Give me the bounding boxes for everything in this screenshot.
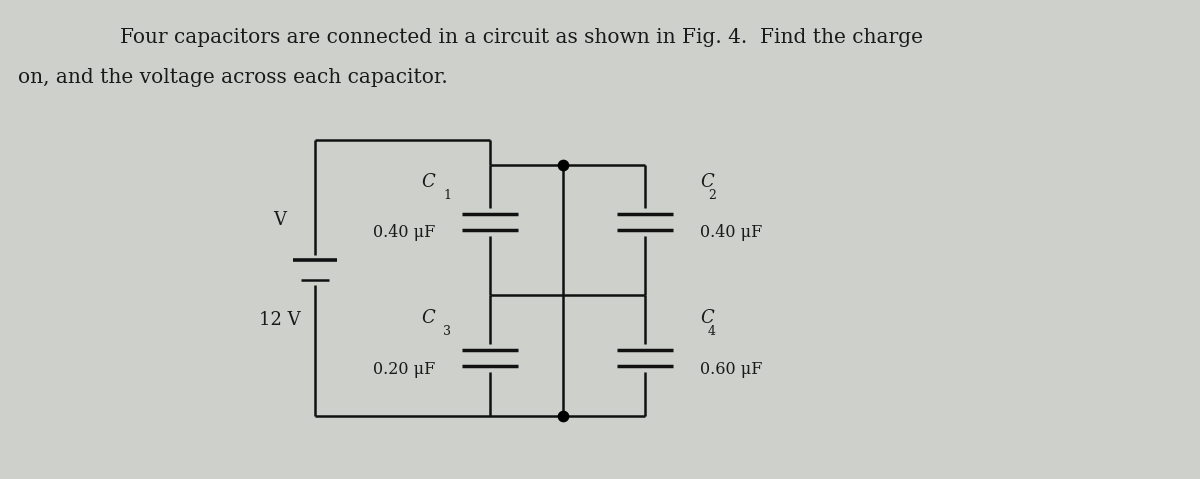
Text: C: C — [700, 173, 714, 191]
Text: C: C — [700, 309, 714, 327]
Text: 0.40 μF: 0.40 μF — [700, 224, 762, 240]
Text: V: V — [274, 211, 287, 229]
Point — [553, 412, 572, 420]
Text: Four capacitors are connected in a circuit as shown in Fig. 4.  Find the charge: Four capacitors are connected in a circu… — [120, 28, 923, 47]
Text: C: C — [421, 309, 436, 327]
Text: 12 V: 12 V — [259, 311, 301, 329]
Text: on, and the voltage across each capacitor.: on, and the voltage across each capacito… — [18, 68, 448, 87]
Text: 0.20 μF: 0.20 μF — [373, 362, 436, 378]
Text: 3: 3 — [443, 325, 451, 338]
Text: 2: 2 — [708, 189, 716, 202]
Text: 1: 1 — [443, 189, 451, 202]
Text: 0.60 μF: 0.60 μF — [700, 362, 762, 378]
Text: C: C — [421, 173, 436, 191]
Text: 4: 4 — [708, 325, 716, 338]
Point — [553, 161, 572, 169]
Text: 0.40 μF: 0.40 μF — [373, 224, 436, 240]
